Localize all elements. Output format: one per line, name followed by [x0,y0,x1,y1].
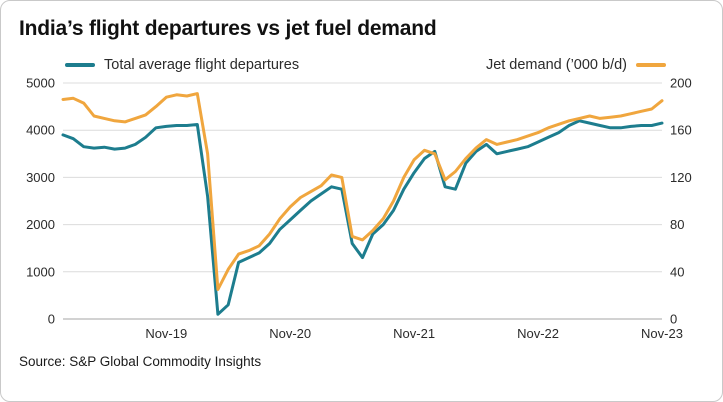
legend-label-departures: Total average flight departures [104,57,300,73]
left-axis-tick-label: 0 [48,312,55,327]
chart-legend: Total average flight departures Jet dema… [65,57,666,73]
x-axis-tick-label: Nov-23 [641,326,683,341]
right-axis-tick-label: 120 [670,170,692,185]
x-axis-tick-label: Nov-19 [145,326,187,341]
left-axis-tick-label: 3000 [26,170,55,185]
left-axis-tick-label: 4000 [26,123,55,138]
left-axis-tick-label: 5000 [26,76,55,91]
legend-label-jet-demand: Jet demand (’000 b/d) [485,57,627,73]
right-axis-tick-label: 0 [670,312,677,327]
legend-item-jet-demand: Jet demand (’000 b/d) [486,57,666,73]
departures-line-swatch [65,63,95,67]
right-axis-tick-label: 40 [670,264,684,279]
line-jet-demand [61,92,664,291]
right-axis-tick-label: 200 [670,76,692,91]
jet-demand-line-swatch [636,63,666,67]
x-axis-tick-label: Nov-20 [269,326,311,341]
right-axis-tick-label: 160 [670,123,692,138]
line-departures [61,119,664,316]
line-chart: 0 0 1000 40 2000 80 3000 120 4000 160 5000 200 Nov-1… [26,76,692,342]
x-axis-tick-label: Nov-22 [517,326,559,341]
x-axis-tick-label: Nov-21 [393,326,435,341]
legend-item-departures: Total average flight departures [65,57,299,73]
right-axis-tick-label: 80 [670,217,684,232]
left-axis-tick-label: 1000 [26,264,55,279]
chart-title: India’s flight departures vs jet fuel de… [19,17,437,40]
left-axis-tick-label: 2000 [26,217,55,232]
source-text: Source: S&P Global Commodity Insights [19,354,262,369]
